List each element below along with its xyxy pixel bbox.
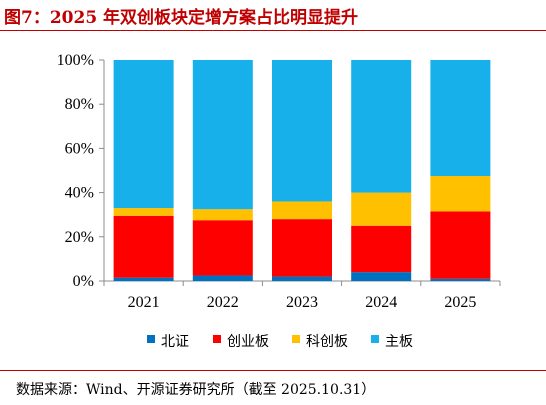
- legend-label: 创业板: [227, 334, 269, 350]
- bar-segment: [192, 275, 253, 281]
- bar-segment: [272, 201, 332, 220]
- legend-label: 科创板: [306, 334, 348, 350]
- y-tick-label: 80%: [65, 96, 94, 113]
- stacked-bar-chart: 0% 20% 40% 60% 80% 100% 2021 2022 2023 2024 2025 北证…: [57, 52, 501, 350]
- legend-label: 主板: [385, 334, 413, 350]
- legend-swatch: [292, 335, 300, 343]
- bar-segment: [272, 276, 332, 281]
- y-tick-label: 0%: [73, 273, 94, 290]
- x-tick-label: 2025: [444, 294, 476, 311]
- bar-segment: [113, 60, 174, 209]
- chart-title: 图7：2025 年双创板块定增方案占比明显提升: [4, 8, 359, 28]
- x-tick-label: 2024: [365, 294, 397, 311]
- legend-swatch: [147, 335, 155, 343]
- bar-segment: [430, 60, 491, 177]
- legend-swatch: [371, 335, 379, 343]
- bar-segment: [430, 211, 491, 279]
- bar-segment: [192, 60, 253, 210]
- bar-segment: [113, 277, 174, 281]
- bar-segment: [351, 192, 412, 226]
- title-bar: 图7：2025 年双创板块定增方案占比明显提升: [0, 0, 546, 31]
- bar-segment: [430, 176, 491, 212]
- legend-label: 北证: [161, 334, 189, 350]
- y-tick-label: 20%: [65, 229, 94, 246]
- bar-segment: [272, 60, 332, 202]
- source-bar: 数据来源：Wind、开源证券研究所（截至 2025.10.31）: [0, 370, 546, 405]
- source-note: 数据来源：Wind、开源证券研究所（截至 2025.10.31）: [16, 382, 376, 398]
- bar-segment: [430, 278, 491, 281]
- bar-segment: [113, 215, 174, 278]
- bar-segment: [351, 225, 412, 273]
- bar-segment: [351, 60, 412, 193]
- y-tick-label: 60%: [65, 140, 94, 157]
- bar-segment: [351, 272, 412, 281]
- bar-segment: [192, 220, 253, 276]
- x-tick-label: 2021: [128, 294, 160, 311]
- legend-swatch: [213, 335, 221, 343]
- y-tick-label: 100%: [57, 52, 94, 69]
- bar-segment: [192, 209, 253, 221]
- bar-segment: [113, 208, 174, 216]
- y-tick-label: 40%: [65, 185, 94, 202]
- x-tick-label: 2022: [207, 294, 239, 311]
- x-tick-label: 2023: [286, 294, 318, 311]
- bar-segment: [272, 219, 332, 277]
